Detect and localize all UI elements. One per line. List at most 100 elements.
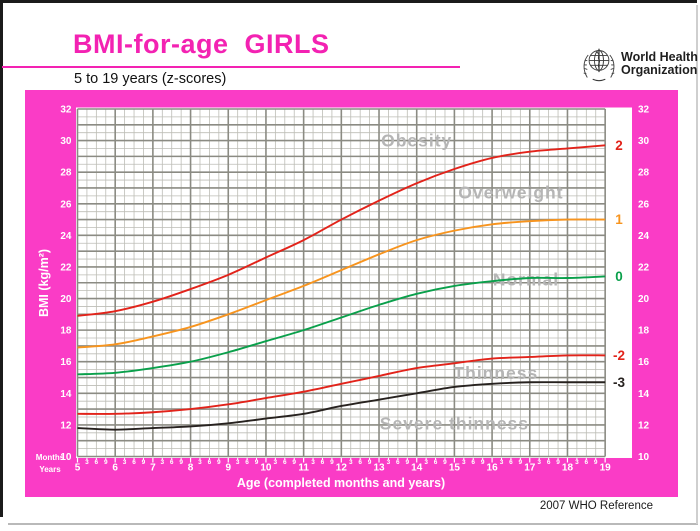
x-year-label: 13 (373, 462, 385, 473)
y-tick-label-left: 14 (60, 389, 72, 400)
z-score-label: 2 (615, 138, 623, 153)
x-month-label: 3 (274, 459, 278, 466)
x-month-label: 6 (434, 459, 438, 466)
y-tick-label-left: 16 (60, 357, 72, 368)
page-subtitle: 5 to 19 years (z-scores) (74, 71, 227, 87)
x-month-label: 9 (368, 459, 372, 466)
x-year-label: 14 (411, 462, 423, 473)
x-month-label: 9 (255, 459, 259, 466)
page-border-top (0, 0, 697, 3)
y-tick-label-left: 26 (60, 199, 72, 210)
months-row-label: Months (35, 453, 65, 462)
page-border-left (0, 0, 3, 517)
growth-curve-1 (77, 218, 606, 349)
x-month-label: 9 (519, 459, 523, 466)
x-month-label: 6 (208, 459, 212, 466)
title-underline (2, 66, 460, 68)
zone-label: Thinness (453, 363, 538, 383)
x-year-label: 18 (562, 462, 574, 473)
x-year-label: 17 (524, 462, 536, 473)
x-month-label: 3 (236, 459, 240, 466)
y-tick-label-left: 10 (60, 452, 72, 463)
x-year-label: 9 (225, 462, 231, 473)
x-month-label: 3 (123, 459, 127, 466)
bmi-for-age-chart: Obesity Overweight Normal Thinness Severe th… (60, 105, 650, 474)
zone-label: Normal (493, 270, 559, 290)
x-month-label: 3 (349, 459, 353, 466)
y-tick-label-left: 30 (60, 136, 72, 147)
x-month-label: 3 (462, 459, 466, 466)
z-score-label: -3 (613, 375, 625, 390)
x-month-label: 9 (556, 459, 560, 466)
y-tick-label-right: 16 (638, 357, 650, 368)
x-month-label: 9 (405, 459, 409, 466)
x-month-label: 3 (198, 459, 202, 466)
who-logo-text: World Health Organization (621, 50, 698, 78)
years-row-label: Years (39, 465, 61, 474)
x-month-label: 9 (142, 459, 146, 466)
x-month-label: 3 (500, 459, 504, 466)
x-month-label: 3 (537, 459, 541, 466)
growth-curve--2 (77, 354, 606, 415)
y-tick-label-left: 28 (60, 168, 72, 179)
x-month-label: 9 (217, 459, 221, 466)
y-tick-label-left: 32 (60, 105, 72, 116)
x-year-label: 19 (600, 462, 612, 473)
page-title: BMI-for-age GIRLS (73, 29, 330, 59)
x-month-label: 9 (292, 459, 296, 466)
x-month-label: 6 (321, 459, 325, 466)
zone-label: Obesity (381, 131, 452, 151)
x-month-label: 9 (104, 459, 108, 466)
x-month-label: 3 (85, 459, 89, 466)
x-month-label: 3 (160, 459, 164, 466)
y-tick-label-right: 10 (638, 452, 650, 463)
y-tick-label-right: 22 (638, 262, 650, 273)
x-month-label: 6 (170, 459, 174, 466)
x-month-label: 3 (311, 459, 315, 466)
x-month-label: 9 (481, 459, 485, 466)
y-tick-label-right: 26 (638, 199, 650, 210)
y-tick-label-right: 12 (638, 420, 650, 431)
x-month-label: 6 (509, 459, 513, 466)
y-tick-label-left: 22 (60, 262, 72, 273)
z-score-label: -2 (613, 348, 625, 363)
growth-curve--3 (77, 381, 606, 431)
x-month-label: 6 (585, 459, 589, 466)
x-year-label: 16 (487, 462, 499, 473)
who-emblem-icon (583, 48, 615, 82)
x-month-label: 9 (594, 459, 598, 466)
y-tick-label-right: 30 (638, 136, 650, 147)
x-year-label: 10 (260, 462, 272, 473)
x-year-label: 11 (298, 462, 309, 473)
growth-curve-2 (77, 144, 606, 317)
x-month-label: 6 (132, 459, 136, 466)
x-month-label: 9 (443, 459, 447, 466)
z-score-label: 1 (615, 212, 623, 227)
zone-label: Overweight (458, 183, 563, 203)
x-month-label: 3 (387, 459, 391, 466)
x-month-label: 6 (471, 459, 475, 466)
x-month-label: 3 (575, 459, 579, 466)
y-tick-label-left: 18 (60, 326, 72, 337)
page-border-right (696, 5, 698, 524)
x-month-label: 3 (424, 459, 428, 466)
who-logo: World Health Organization (581, 45, 698, 83)
who-logo-line2: Organization (621, 63, 698, 77)
x-year-label: 12 (336, 462, 348, 473)
y-tick-label-left: 12 (60, 420, 72, 431)
x-year-label: 6 (112, 462, 118, 473)
chart-block: Obesity Overweight Normal Thinness Severe th… (25, 90, 678, 497)
x-month-label: 6 (95, 459, 99, 466)
z-score-label: 0 (615, 269, 623, 284)
y-tick-label-right: 24 (638, 231, 650, 242)
x-month-label: 6 (358, 459, 362, 466)
y-tick-label-right: 32 (638, 105, 650, 116)
x-year-label: 8 (188, 462, 194, 473)
x-month-label: 6 (547, 459, 551, 466)
zone-label: Severe thinness (380, 413, 529, 433)
y-tick-label-left: 20 (60, 294, 72, 305)
x-year-label: 7 (150, 462, 156, 473)
y-tick-label-right: 18 (638, 326, 650, 337)
y-tick-label-right: 20 (638, 294, 650, 305)
